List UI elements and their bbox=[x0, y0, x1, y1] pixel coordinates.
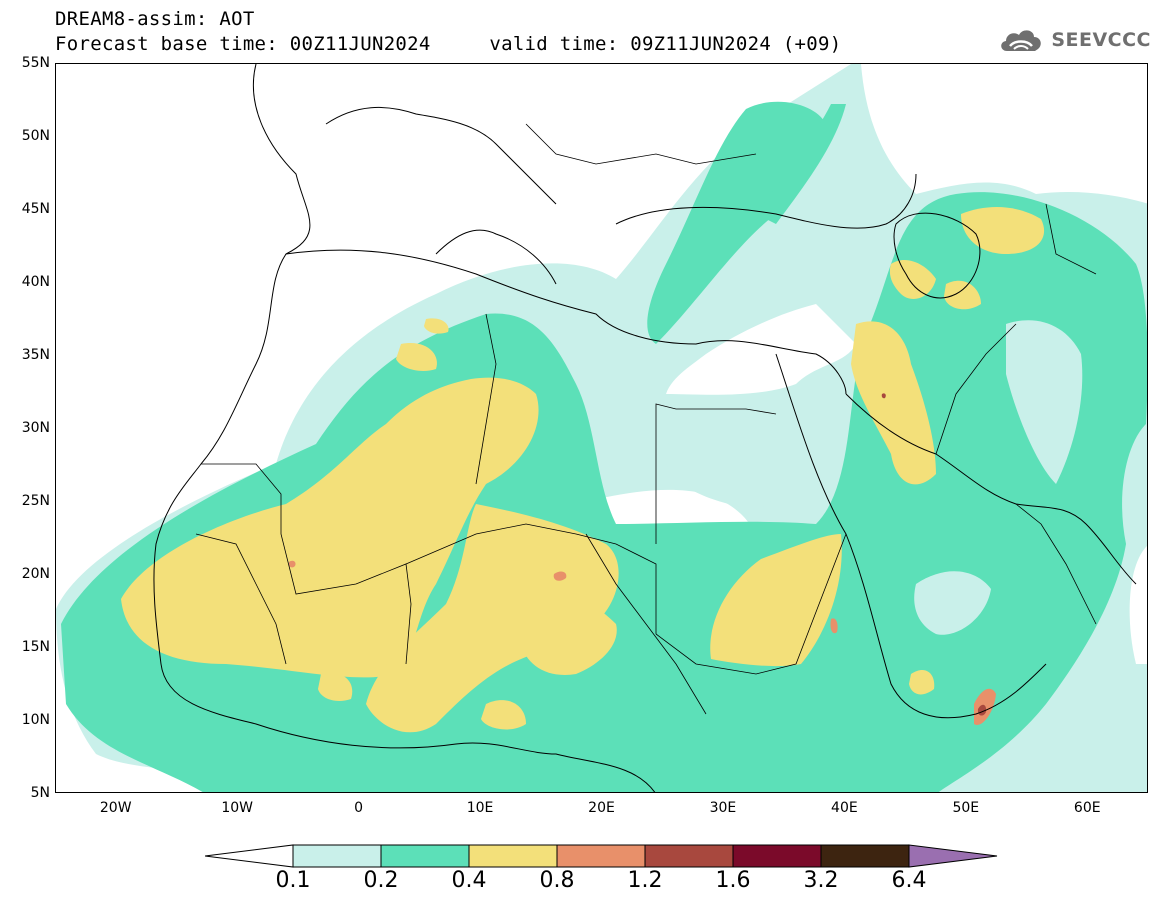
colorbar-swatch bbox=[380, 844, 470, 868]
latitude-label: 55N bbox=[21, 55, 50, 71]
aot-map bbox=[56, 64, 1147, 792]
longitude-label: 10W bbox=[221, 800, 253, 816]
latitude-label: 35N bbox=[21, 347, 50, 363]
latitude-label: 30N bbox=[21, 420, 50, 436]
latitude-label: 5N bbox=[30, 785, 50, 801]
colorbar-level-label: 1.6 bbox=[715, 868, 751, 893]
longitude-label: 10E bbox=[466, 800, 494, 816]
aot-shading-0.4-0.8 bbox=[121, 207, 1045, 733]
chart-subtitle: Forecast base time: 00Z11JUN2024 valid t… bbox=[55, 33, 842, 55]
colorbar-swatch bbox=[556, 844, 646, 868]
colorbar-level-label: 3.2 bbox=[803, 868, 839, 893]
latitude-label: 50N bbox=[21, 128, 50, 144]
latitude-label: 25N bbox=[21, 493, 50, 509]
colorbar-swatch bbox=[644, 844, 734, 868]
colorbar-level-label: 0.1 bbox=[275, 868, 311, 893]
colorbar-swatch bbox=[468, 844, 558, 868]
longitude-label: 20W bbox=[99, 800, 132, 816]
colorbar-under-triangle bbox=[205, 844, 294, 868]
latitude-label: 45N bbox=[21, 201, 50, 217]
longitude-label: 60E bbox=[1073, 800, 1101, 816]
colorbar-level-label: 0.2 bbox=[363, 868, 399, 893]
aot-clean-air bbox=[56, 64, 1147, 664]
longitude-label: 40E bbox=[831, 800, 858, 816]
colorbar-swatch bbox=[820, 844, 910, 868]
longitude-label: 20E bbox=[588, 800, 615, 816]
colorbar bbox=[205, 844, 998, 868]
political-borders bbox=[195, 123, 1097, 715]
longitude-label: 50E bbox=[952, 800, 980, 816]
latitude-label: 10N bbox=[21, 712, 50, 728]
logo: SEEVCCC bbox=[997, 22, 1151, 58]
colorbar-level-label: 0.4 bbox=[451, 868, 487, 893]
latitude-label: 20N bbox=[21, 566, 50, 582]
colorbar-swatch bbox=[292, 844, 382, 868]
coastlines bbox=[153, 64, 1137, 792]
map-panel bbox=[55, 63, 1148, 793]
longitude-label: 0 bbox=[354, 800, 364, 816]
latitude-label: 40N bbox=[21, 274, 50, 290]
colorbar-swatch bbox=[732, 844, 822, 868]
chart-title: DREAM8-assim: AOT bbox=[55, 8, 255, 30]
latitude-label: 15N bbox=[21, 639, 50, 655]
longitude-label: 30E bbox=[709, 800, 737, 816]
colorbar-level-label: 0.8 bbox=[539, 868, 575, 893]
aot-clean-pockets bbox=[666, 320, 1083, 635]
colorbar-over-triangle bbox=[908, 844, 998, 868]
logo-text: SEEVCCC bbox=[1051, 29, 1151, 51]
colorbar-level-label: 6.4 bbox=[891, 868, 927, 893]
colorbar-level-label: 1.2 bbox=[627, 868, 663, 893]
cloud-icon bbox=[1001, 30, 1042, 51]
